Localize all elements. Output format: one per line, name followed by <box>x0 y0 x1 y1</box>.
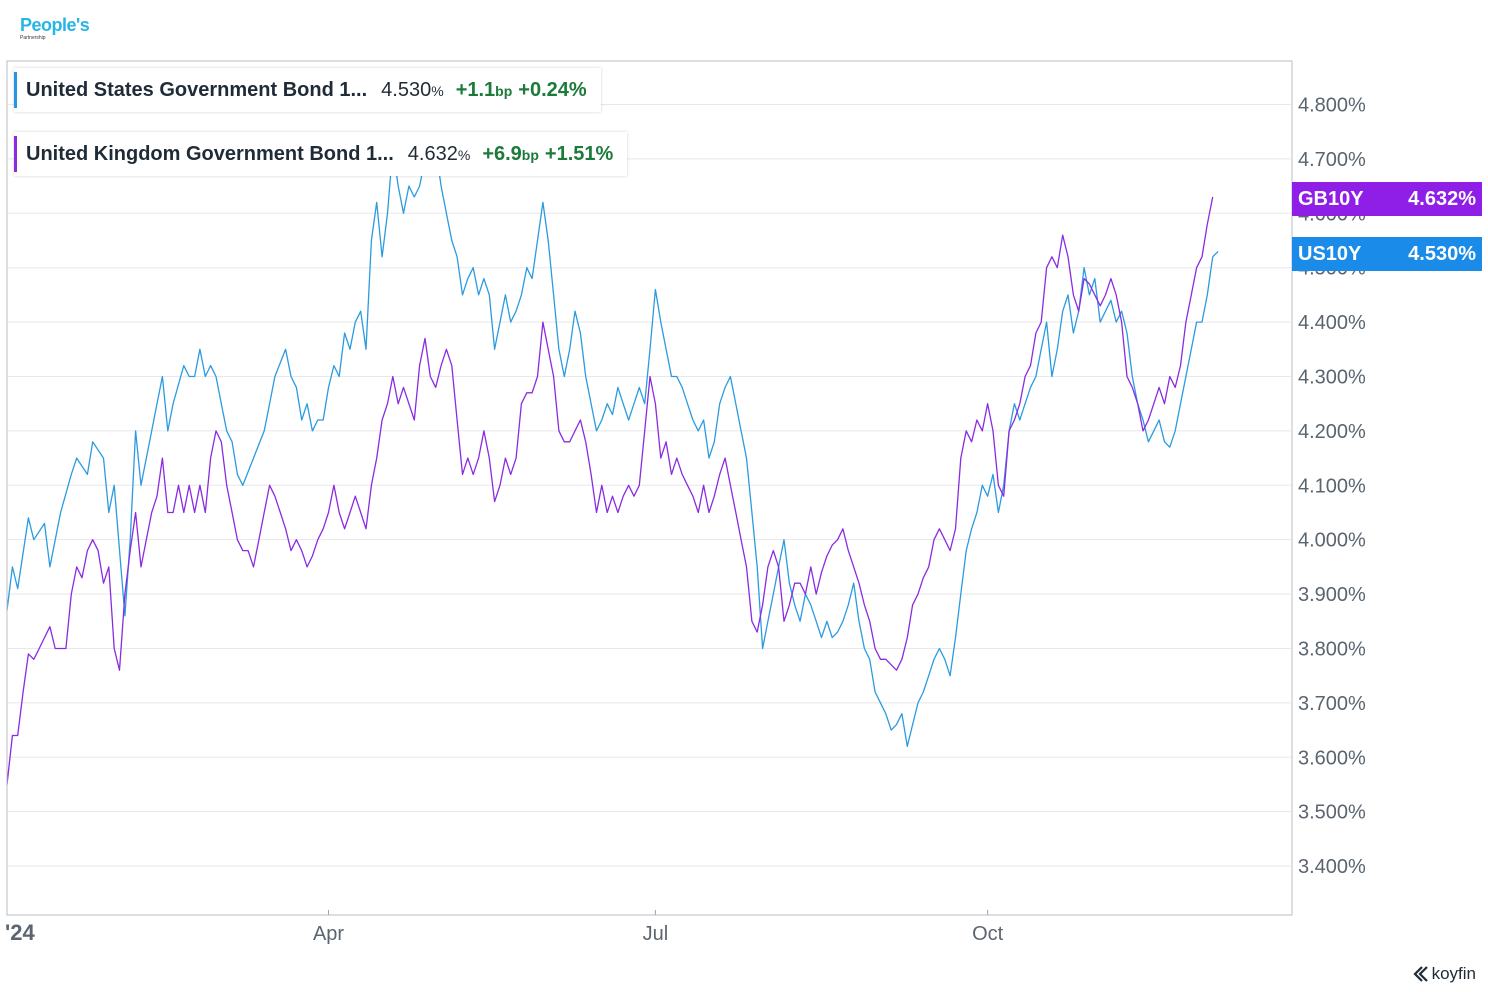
legend-uk-change-group: +6.9bp <box>482 143 539 166</box>
plot-frame <box>6 60 1293 916</box>
y-tick-label: 4.200% <box>1298 421 1366 443</box>
y-tick-label: 3.800% <box>1298 638 1366 660</box>
y-tick-label: 3.700% <box>1298 693 1366 715</box>
series-lines <box>6 147 1219 785</box>
x-axis-ticks: '24 Apr Jul Oct <box>5 910 1004 945</box>
y-tick-label: 4.400% <box>1298 312 1366 334</box>
gb10y-value: 4.632% <box>1408 187 1476 210</box>
us10y-ticker: US10Y <box>1298 242 1362 265</box>
y-tick-label: 3.900% <box>1298 584 1366 606</box>
y-tick-label: 3.400% <box>1298 856 1366 878</box>
x-tick-label: Jul <box>643 923 669 945</box>
legend-uk-change: +6.9 <box>482 142 522 165</box>
legend-us-bond[interactable]: United States Government Bond 1... 4.530… <box>14 68 601 112</box>
logo-main-text: People's <box>20 15 90 35</box>
y-tick-label: 3.600% <box>1298 747 1366 769</box>
x-tick-label: Oct <box>972 923 1004 945</box>
koyfin-logo-icon <box>1413 966 1428 982</box>
y-tick-label: 4.000% <box>1298 530 1366 552</box>
logo-sub-text: Partnership <box>20 35 46 41</box>
legend-us-change-unit: bp <box>495 82 513 99</box>
legend-us-change-group: +1.1bp <box>456 79 513 102</box>
legend-uk-pct: +1.51% <box>544 142 614 165</box>
legend-us-name: United States Government Bond 1... <box>26 78 368 101</box>
legend-uk-color-bar <box>14 136 17 172</box>
x-tick-label: Apr <box>313 923 344 945</box>
koyfin-text: koyfin <box>1431 964 1476 983</box>
legend-us-value-group: 4.530% <box>381 79 444 102</box>
koyfin-branding: koyfin <box>1413 964 1476 984</box>
y-tick-label: 4.800% <box>1298 95 1366 117</box>
legend-uk-unit: % <box>457 146 471 163</box>
gridlines <box>8 104 1291 867</box>
gb10y-price-tag: GB10Y 4.632% <box>1292 182 1482 216</box>
x-tick-label: '24 <box>5 920 35 945</box>
us-bond-series-line <box>6 147 1219 748</box>
legend-us-change: +1.1 <box>455 78 496 101</box>
legend-uk-name: United Kingdom Government Bond 1... <box>26 142 394 165</box>
peoples-partnership-logo: People's Partnership <box>20 15 90 41</box>
gb10y-ticker: GB10Y <box>1298 187 1364 210</box>
legend-uk-bond[interactable]: United Kingdom Government Bond 1... 4.63… <box>14 132 628 176</box>
us10y-value: 4.530% <box>1408 242 1476 265</box>
y-tick-label: 4.100% <box>1298 475 1366 497</box>
legend-us-unit: % <box>431 82 444 99</box>
us10y-price-tag: US10Y 4.530% <box>1292 237 1482 271</box>
y-tick-label: 3.500% <box>1298 802 1366 824</box>
uk-bond-series-line <box>6 196 1214 785</box>
y-tick-label: 4.300% <box>1298 366 1366 388</box>
legend-uk-value-group: 4.632% <box>408 143 471 166</box>
legend-us-value: 4.530 <box>381 78 432 101</box>
legend-us-pct: +0.24% <box>518 78 587 101</box>
legend-uk-change-unit: bp <box>521 146 539 163</box>
y-tick-label: 4.700% <box>1298 149 1366 171</box>
legend-uk-value: 4.632 <box>407 142 458 165</box>
legend-us-color-bar <box>14 72 17 108</box>
